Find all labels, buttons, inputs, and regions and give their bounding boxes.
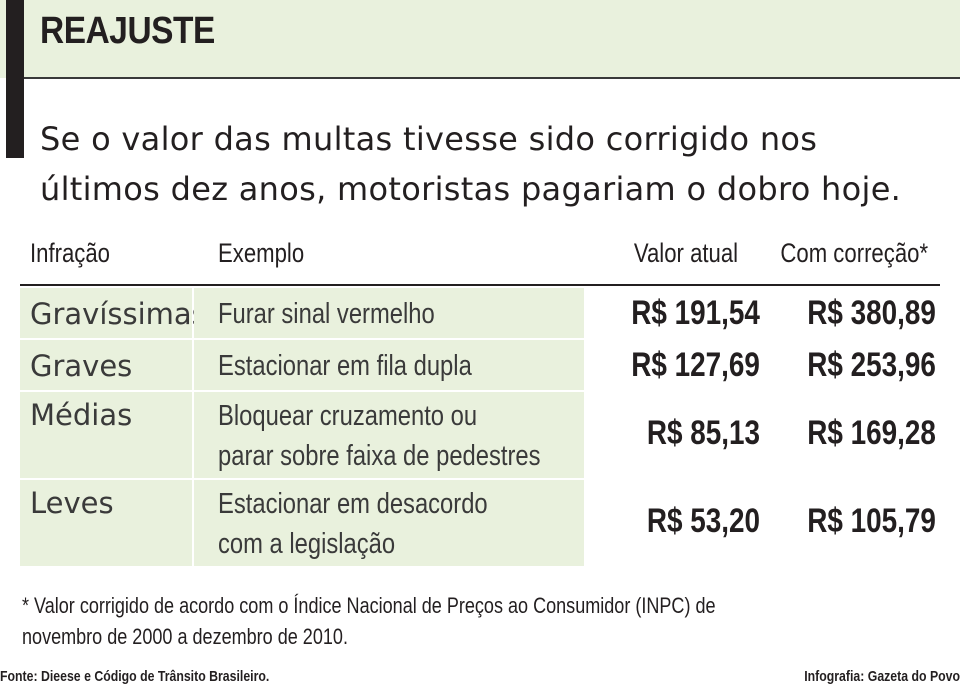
header-band [0,0,960,78]
table-row: Médias Bloquear cruzamento ou parar sobr… [20,392,940,478]
valor-atual-value: R$ 191,54 [631,294,760,332]
cell-valor-atual: R$ 127,69 [586,340,764,390]
cell-infracao: Gravíssimas [20,288,207,338]
exemplo-text: Estacionar em fila dupla [218,350,472,382]
header-rule [20,77,960,79]
footnote-line-1: * Valor corrigido de acordo com o Índice… [22,593,716,618]
infracao-label: Médias [30,398,133,432]
valor-atual-value: R$ 85,13 [646,414,760,452]
cell-com-correcao: R$ 105,79 [766,480,940,566]
cell-valor-atual: R$ 191,54 [586,288,764,338]
exemplo-text: Furar sinal vermelho [218,298,435,330]
footnote: * Valor corrigido de acordo com o Índice… [22,590,942,652]
table-header-rule [20,284,940,286]
table-row: Graves Estacionar em fila dupla R$ 127,6… [20,340,940,390]
com-correcao-value: R$ 380,89 [807,294,936,332]
column-header-valor-atual: Valor atual [633,238,738,268]
cell-infracao: Médias [20,392,192,478]
infracao-label: Gravíssimas [30,297,207,331]
column-header-com-correcao: Com correção* [780,238,928,268]
com-correcao-value: R$ 169,28 [807,414,936,452]
cell-exemplo: Estacionar em fila dupla [194,340,584,390]
cell-infracao: Leves [20,480,192,566]
source-credit: Fonte: Dieese e Código de Trânsito Brasi… [0,668,270,685]
side-accent-bar [6,0,24,158]
cell-valor-atual: R$ 85,13 [586,392,764,478]
cell-com-correcao: R$ 380,89 [766,288,940,338]
page-title: REAJUSTE [40,10,215,52]
cell-com-correcao: R$ 169,28 [766,392,940,478]
subtitle: Se o valor das multas tivesse sido corri… [40,114,960,214]
exemplo-text: Estacionar em desacordo com a legislação [218,488,488,560]
exemplo-text: Bloquear cruzamento ou parar sobre faixa… [218,400,541,472]
cell-exemplo: Furar sinal vermelho [194,288,584,338]
cell-infracao: Graves [20,340,192,390]
valor-atual-value: R$ 127,69 [631,346,760,384]
table-row: Leves Estacionar em desacordo com a legi… [20,480,940,566]
com-correcao-value: R$ 253,96 [807,346,936,384]
subtitle-line-1: Se o valor das multas tivesse sido corri… [40,120,818,158]
subtitle-line-2: últimos dez anos, motoristas pagariam o … [40,170,902,208]
column-header-infracao: Infração [30,238,111,268]
com-correcao-value: R$ 105,79 [807,502,936,540]
cell-com-correcao: R$ 253,96 [766,340,940,390]
valor-atual-value: R$ 53,20 [646,502,760,540]
cell-exemplo: Estacionar em desacordo com a legislação [194,480,584,566]
footnote-line-2: novembro de 2000 a dezembro de 2010. [22,624,348,649]
table-row: Gravíssimas Furar sinal vermelho R$ 191,… [20,288,940,338]
infographic-credit: Infografia: Gazeta do Povo [804,668,960,685]
cell-valor-atual: R$ 53,20 [586,480,764,566]
infracao-label: Graves [30,349,133,383]
column-header-exemplo: Exemplo [218,238,305,268]
infracao-label: Leves [30,486,114,520]
cell-exemplo: Bloquear cruzamento ou parar sobre faixa… [194,392,584,478]
